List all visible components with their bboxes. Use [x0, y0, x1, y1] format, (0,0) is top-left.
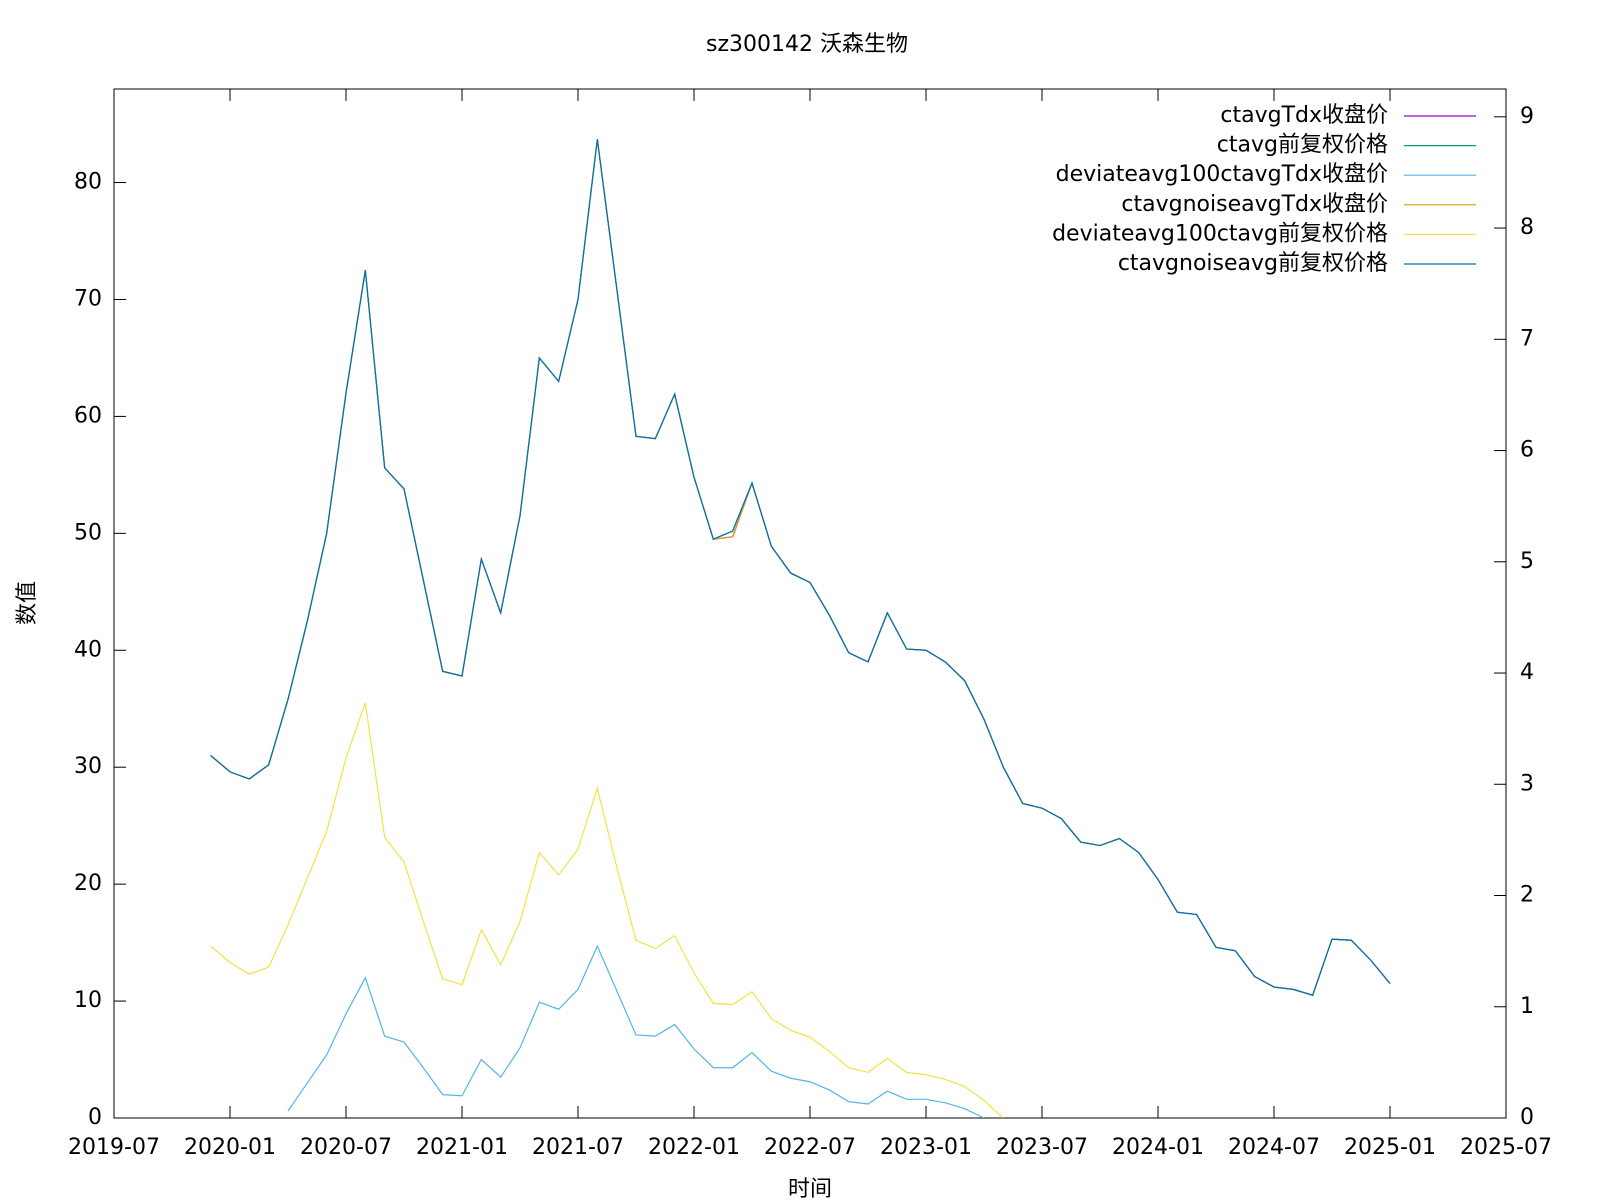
- legend-label: ctavgnoiseavgTdx收盘价: [1121, 192, 1388, 217]
- y2-tick-label: 9: [1520, 104, 1534, 129]
- y2-tick-label: 1: [1520, 994, 1534, 1019]
- y-tick-label: 80: [74, 170, 102, 195]
- y2-tick-label: 0: [1520, 1105, 1534, 1130]
- series-line: [210, 702, 1004, 1118]
- x-tick-label: 2022-01: [648, 1135, 740, 1160]
- y2-tick-label: 2: [1520, 883, 1534, 908]
- y-axis-label: 数值: [15, 581, 40, 625]
- x-tick-label: 2022-07: [764, 1135, 856, 1160]
- x-tick-label: 2025-01: [1344, 1135, 1436, 1160]
- y-tick-label: 50: [74, 520, 102, 545]
- x-tick-label: 2021-07: [532, 1135, 624, 1160]
- series-line: [210, 139, 1391, 996]
- x-tick-label: 2020-01: [184, 1135, 276, 1160]
- y2-tick-label: 3: [1520, 771, 1534, 796]
- y2-tick-label: 7: [1520, 326, 1534, 351]
- x-tick-label: 2020-07: [300, 1135, 392, 1160]
- y-tick-label: 30: [74, 754, 102, 779]
- legend-label: deviateavg100ctavgTdx收盘价: [1056, 162, 1388, 187]
- y-tick-label: 60: [74, 403, 102, 428]
- y2-tick-label: 6: [1520, 438, 1534, 463]
- x-tick-label: 2025-07: [1460, 1135, 1552, 1160]
- x-axis-label: 时间: [788, 1177, 832, 1200]
- x-tick-label: 2024-01: [1112, 1135, 1204, 1160]
- legend-label: ctavgnoiseavg前复权价格: [1118, 251, 1388, 276]
- y-tick-label: 70: [74, 286, 102, 311]
- y2-tick-label: 5: [1520, 549, 1534, 574]
- y2-tick-label: 4: [1520, 660, 1534, 685]
- chart-title: sz300142 沃森生物: [706, 32, 908, 57]
- legend-label: ctavg前复权价格: [1217, 133, 1388, 158]
- legend-label: deviateavg100ctavg前复权价格: [1052, 221, 1388, 246]
- y-tick-label: 40: [74, 637, 102, 662]
- legend-label: ctavgTdx收盘价: [1220, 103, 1388, 128]
- x-tick-label: 2019-07: [68, 1135, 160, 1160]
- x-tick-label: 2021-01: [416, 1135, 508, 1160]
- y-tick-label: 0: [88, 1105, 102, 1130]
- y-tick-label: 20: [74, 871, 102, 896]
- x-tick-label: 2023-01: [880, 1135, 972, 1160]
- series-line: [287, 944, 985, 1118]
- x-tick-label: 2024-07: [1228, 1135, 1320, 1160]
- y2-tick-label: 8: [1520, 215, 1534, 240]
- x-tick-label: 2023-07: [996, 1135, 1088, 1160]
- y-tick-label: 10: [74, 988, 102, 1013]
